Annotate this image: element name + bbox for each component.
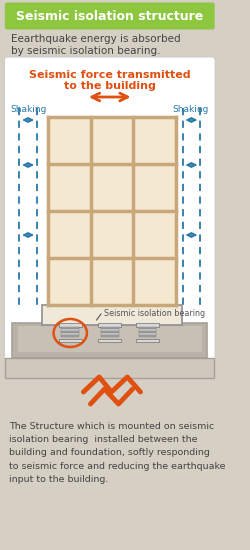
Bar (139, 327, 156, 328)
Bar (101, 327, 118, 328)
Bar (42, 305, 182, 325)
Text: Seismic isolation structure: Seismic isolation structure (16, 10, 204, 23)
Text: Shaking: Shaking (172, 105, 209, 114)
Bar (98, 323, 121, 327)
Text: by seismic isolation bearing.: by seismic isolation bearing. (10, 46, 160, 56)
Bar (98, 338, 121, 342)
FancyBboxPatch shape (4, 57, 215, 363)
Bar (139, 334, 156, 337)
Text: Eearthquake energy is absorbed: Eearthquake energy is absorbed (10, 34, 180, 44)
Bar (101, 334, 118, 337)
Bar (139, 328, 156, 331)
Text: The Structure which is mounted on seismic
isolation bearing  installed between t: The Structure which is mounted on seismi… (9, 422, 225, 484)
Bar (12, 323, 207, 358)
Bar (62, 333, 79, 334)
Text: Shaking: Shaking (11, 105, 47, 114)
Bar (62, 327, 79, 328)
Bar (136, 323, 159, 327)
Bar (139, 333, 156, 334)
Bar (59, 338, 82, 342)
Bar (48, 117, 175, 305)
Bar (18, 326, 202, 352)
Bar (139, 331, 156, 333)
Bar (59, 323, 82, 327)
Bar (136, 338, 159, 342)
Bar (101, 331, 118, 333)
Bar (5, 358, 214, 378)
Bar (62, 328, 79, 331)
Bar (101, 328, 118, 331)
Text: Seismic force transmitted: Seismic force transmitted (29, 70, 190, 80)
Bar (62, 331, 79, 333)
Bar (101, 333, 118, 334)
FancyBboxPatch shape (5, 3, 215, 30)
Text: to the building: to the building (64, 81, 156, 91)
Bar (62, 334, 79, 337)
Text: Seismic isolation bearing: Seismic isolation bearing (104, 310, 205, 318)
